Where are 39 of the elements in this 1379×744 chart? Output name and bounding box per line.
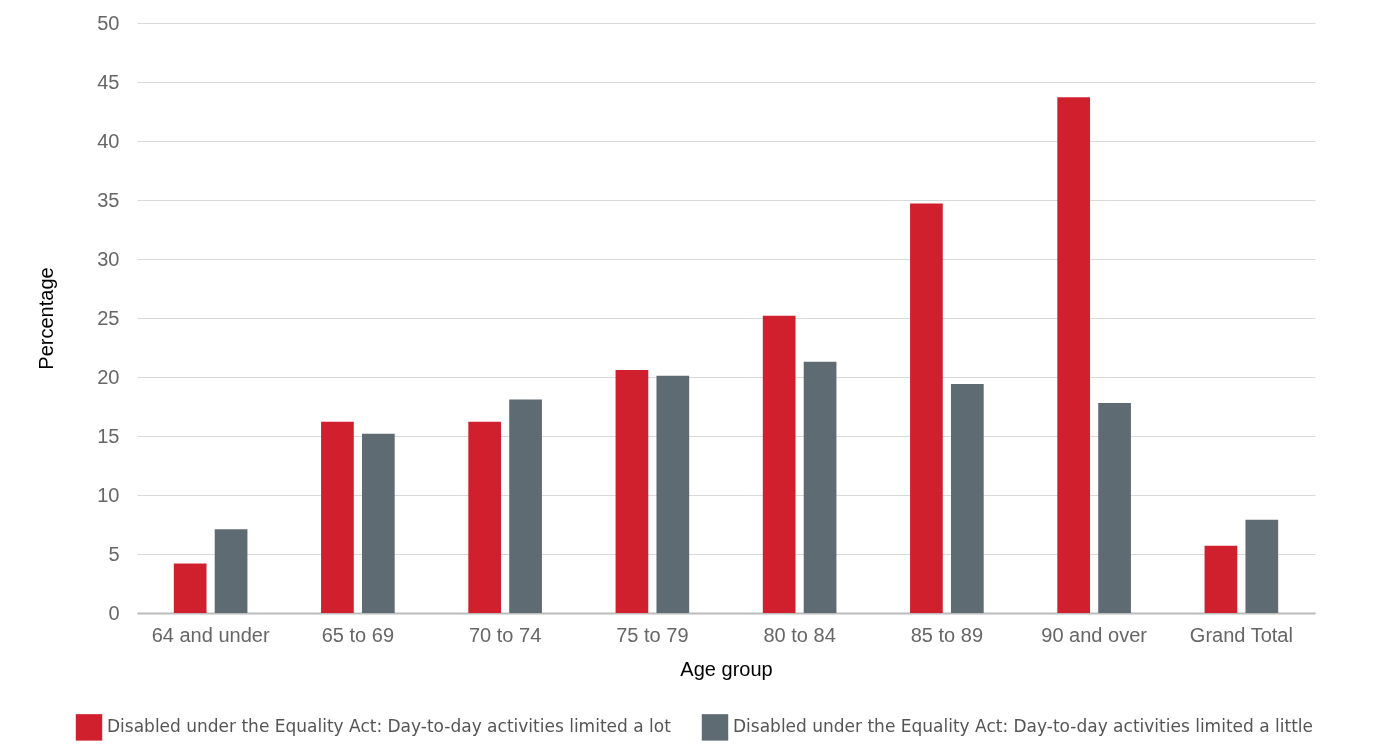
bar xyxy=(762,315,796,613)
y-tick-label: 30 xyxy=(97,247,120,270)
bar xyxy=(1098,402,1131,613)
x-tick-label: 65 to 69 xyxy=(321,623,395,646)
bar xyxy=(173,563,207,613)
y-tick-label: 5 xyxy=(108,542,120,565)
x-tick-label: Grand Total xyxy=(1189,623,1293,646)
y-tick-label: 15 xyxy=(97,424,120,447)
bar xyxy=(1204,545,1238,613)
x-tick-label: 70 to 74 xyxy=(468,623,542,646)
y-tick-label: 0 xyxy=(108,601,120,624)
bar xyxy=(468,421,502,613)
bar xyxy=(1057,97,1091,613)
legend-label: Disabled under the Equality Act: Day-to-day activities limited a lot xyxy=(107,716,672,737)
x-tick-label: 80 to 84 xyxy=(763,623,836,646)
bar xyxy=(509,399,542,613)
bar xyxy=(615,369,649,613)
bar xyxy=(361,433,395,613)
y-tick-label: 40 xyxy=(97,129,120,152)
x-tick-label: 85 to 89 xyxy=(910,623,984,646)
bar xyxy=(321,421,354,613)
y-tick-label: 45 xyxy=(97,70,120,93)
y-tick-label: 50 xyxy=(97,11,120,34)
bar xyxy=(1245,519,1279,613)
bar xyxy=(910,203,943,613)
x-axis-title: Age group xyxy=(680,657,773,680)
legend-label: Disabled under the Equality Act: Day-to-day activities limited a little xyxy=(733,716,1313,737)
y-tick-label: 20 xyxy=(97,365,120,388)
x-tick-label: 64 and under xyxy=(151,623,270,646)
y-tick-label: 25 xyxy=(97,306,120,329)
bar xyxy=(214,529,248,613)
bar xyxy=(803,361,837,613)
y-tick-label: 10 xyxy=(97,483,120,506)
bar xyxy=(950,384,984,613)
x-tick-label: 75 to 79 xyxy=(616,623,689,646)
y-tick-label: 35 xyxy=(97,188,120,211)
x-tick-label: 90 and over xyxy=(1041,623,1148,646)
bar xyxy=(656,375,690,613)
y-axis-title: Percentage xyxy=(35,267,58,370)
